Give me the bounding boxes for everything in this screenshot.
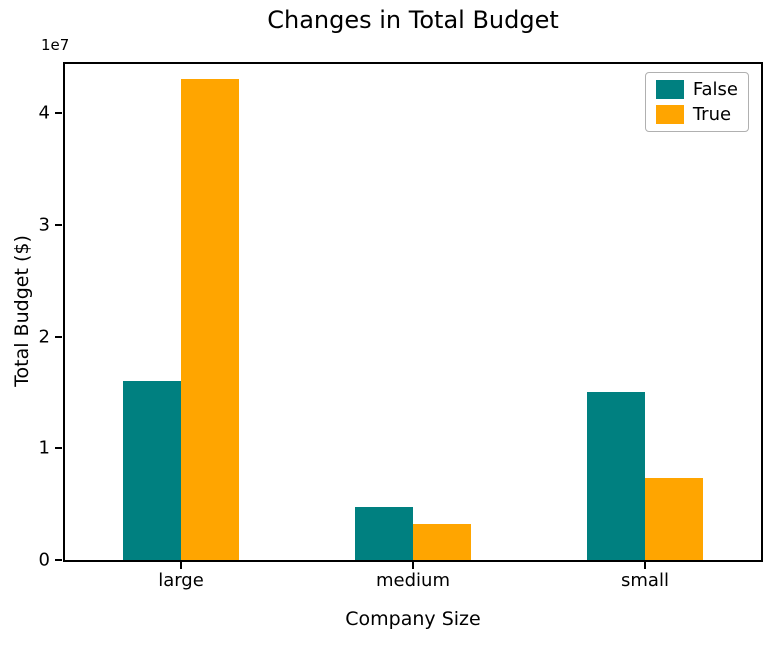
y-tick-mark <box>55 223 62 226</box>
legend-label-true: True <box>692 103 732 125</box>
plot-area: False True <box>63 62 763 562</box>
y-tick-label: 4 <box>38 102 50 124</box>
legend-swatch-false <box>655 80 684 99</box>
x-tick-mark <box>644 562 646 569</box>
y-axis-offset-label: 1e7 <box>41 36 70 54</box>
x-tick-label-small: small <box>621 570 669 591</box>
y-tick-mark <box>55 447 62 450</box>
y-tick-label: 2 <box>38 326 50 347</box>
x-tick-label-medium: medium <box>376 570 450 591</box>
y-tick-mark <box>55 335 62 338</box>
bar-small-true <box>645 478 703 560</box>
x-tick-mark <box>180 562 182 569</box>
y-tick-mark <box>55 559 62 561</box>
y-axis-label: Total Budget ($) <box>11 235 33 387</box>
y-tick-label: 1 <box>38 437 50 459</box>
y-tick-label: 3 <box>38 214 50 236</box>
legend-entry-true: True <box>655 103 738 125</box>
bars-container <box>65 64 761 560</box>
legend-swatch-true <box>655 105 684 124</box>
x-tick-label-large: large <box>158 570 204 591</box>
bar-large-true <box>181 79 239 560</box>
bar-small-false <box>587 392 645 560</box>
legend-entry-false: False <box>655 78 738 100</box>
x-axis-label: Company Size <box>345 608 481 630</box>
x-tick-mark <box>412 562 414 569</box>
chart-title: Changes in Total Budget <box>267 6 559 34</box>
y-tick-mark <box>55 112 62 114</box>
legend-label-false: False <box>692 78 738 100</box>
bar-large-false <box>123 381 181 560</box>
bar-medium-true <box>413 524 471 560</box>
y-tick-label: 0 <box>38 549 50 571</box>
bar-medium-false <box>355 507 413 560</box>
legend: False True <box>644 72 749 132</box>
